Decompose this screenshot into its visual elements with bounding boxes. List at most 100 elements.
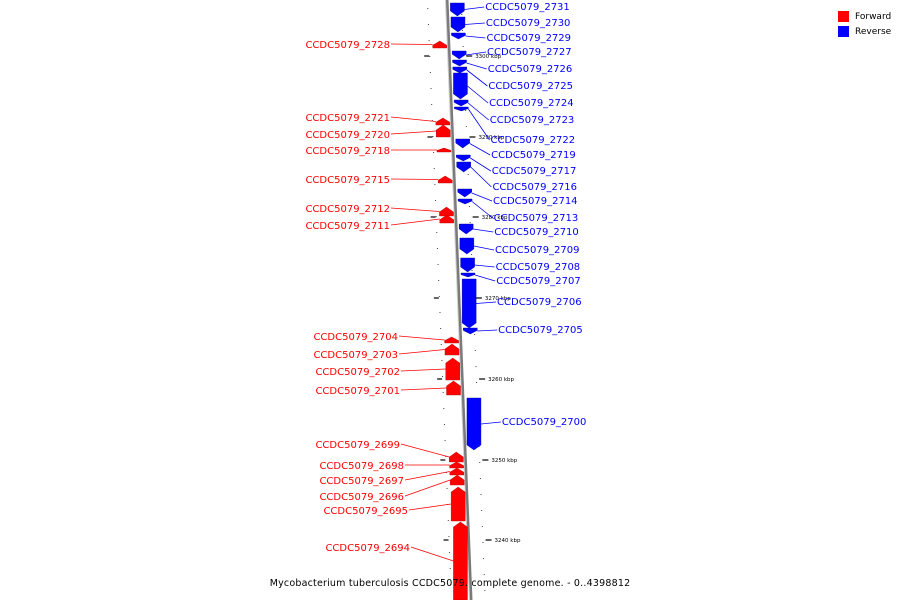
reverse-gene-mark[interactable] (463, 327, 478, 335)
minor-tick-right (465, 110, 467, 111)
forward-gene-mark[interactable] (439, 206, 454, 217)
legend: Forward Reverse (838, 9, 891, 39)
reverse-gene-mark[interactable] (452, 66, 467, 74)
reverse-gene-mark[interactable] (460, 272, 476, 278)
forward-gene-mark[interactable] (450, 474, 465, 486)
minor-tick-right (469, 206, 470, 207)
forward-gene-connector (404, 471, 450, 481)
reverse-gene-label: CCDC5079_2705 (498, 325, 583, 336)
minor-tick-left (429, 72, 431, 73)
forward-gene-mark[interactable] (444, 336, 459, 344)
forward-gene-label: CCDC5079_2728 (305, 40, 390, 51)
forward-gene-connector (398, 349, 446, 355)
forward-gene-mark[interactable] (436, 124, 451, 138)
forward-gene-connector (398, 335, 445, 341)
minor-tick-left (432, 136, 434, 137)
forward-gene-mark[interactable] (449, 461, 464, 469)
reverse-gene-label: CCDC5079_2716 (492, 182, 577, 193)
forward-gene-mark[interactable] (445, 357, 460, 381)
reverse-gene-label: CCDC5079_2719 (491, 150, 576, 161)
reverse-gene-mark[interactable] (457, 188, 472, 198)
forward-gene-label: CCDC5079_2704 (313, 332, 398, 343)
reverse-gene-mark[interactable] (456, 161, 471, 173)
minor-tick-left (449, 568, 451, 569)
reverse-gene-connector (473, 245, 495, 251)
minor-tick-left (450, 584, 452, 585)
reverse-gene-connector (480, 421, 501, 425)
reverse-gene-mark[interactable] (458, 223, 474, 235)
forward-gene-mark[interactable] (446, 380, 461, 396)
forward-gene-label: CCDC5079_2702 (315, 367, 400, 378)
forward-gene-connector (408, 503, 452, 511)
legend-label-forward: Forward (855, 11, 892, 22)
reverse-gene-mark[interactable] (452, 59, 467, 67)
reverse-gene-mark[interactable] (451, 32, 466, 40)
forward-gene-mark[interactable] (444, 343, 460, 356)
reverse-gene-mark[interactable] (450, 16, 466, 33)
minor-tick-right (481, 510, 483, 511)
forward-gene-mark[interactable] (436, 147, 452, 153)
minor-tick-right (482, 542, 484, 543)
forward-gene-label: CCDC5079_2695 (323, 506, 408, 517)
forward-gene-connector (390, 218, 440, 226)
reverse-gene-mark[interactable] (461, 278, 477, 329)
reverse-gene-mark[interactable] (452, 50, 467, 60)
reverse-gene-mark[interactable] (455, 138, 470, 149)
minor-tick-right (461, 30, 463, 31)
reverse-gene-label: CCDC5079_2722 (491, 135, 576, 146)
forward-gene-mark[interactable] (453, 521, 468, 600)
forward-gene-mark[interactable] (449, 467, 465, 476)
legend-item-forward: Forward (838, 9, 891, 24)
reverse-gene-mark[interactable] (454, 106, 469, 112)
axis-tick-label: 3290 kbp (478, 135, 504, 141)
reverse-gene-mark[interactable] (459, 237, 475, 255)
minor-tick-left (449, 552, 451, 553)
minor-tick-left (442, 392, 444, 393)
forward-gene-label: CCDC5079_2711 (305, 221, 390, 232)
minor-tick-left (445, 456, 447, 457)
forward-gene-label: CCDC5079_2720 (305, 130, 390, 141)
minor-tick-left (438, 280, 440, 281)
minor-tick-right (470, 254, 472, 255)
minor-tick-right (471, 270, 473, 271)
forward-gene-connector (404, 479, 451, 497)
forward-gene-mark[interactable] (439, 214, 454, 224)
reverse-gene-connector (467, 102, 490, 121)
forward-gene-label: CCDC5079_2694 (325, 543, 410, 554)
forward-gene-connector (390, 178, 439, 180)
reverse-gene-mark[interactable] (453, 99, 469, 107)
forward-gene-connector (390, 116, 436, 122)
reverse-gene-mark[interactable] (453, 72, 468, 100)
reverse-gene-mark[interactable] (450, 2, 465, 17)
reverse-gene-mark[interactable] (457, 198, 473, 205)
forward-gene-mark[interactable] (450, 486, 466, 522)
reverse-gene-label: CCDC5079_2726 (488, 64, 573, 75)
genome-caption: Mycobacterium tuberculosis CCDC5079. com… (269, 578, 631, 589)
forward-gene-mark[interactable] (449, 451, 464, 463)
reverse-gene-connector (471, 201, 493, 219)
legend-swatch-reverse (838, 26, 849, 37)
forward-gene-mark[interactable] (432, 40, 447, 49)
forward-gene-label: CCDC5079_2701 (315, 386, 400, 397)
reverse-gene-connector (477, 329, 498, 332)
reverse-gene-label: CCDC5079_2710 (494, 227, 579, 238)
minor-tick-right (479, 478, 481, 479)
minor-tick-right (484, 590, 486, 591)
reverse-gene-connector (470, 157, 492, 172)
minor-tick-left (430, 88, 432, 89)
minor-tick-left (427, 8, 429, 9)
reverse-gene-mark[interactable] (466, 397, 482, 451)
reverse-gene-mark[interactable] (460, 257, 475, 273)
forward-gene-mark[interactable] (435, 117, 451, 126)
forward-gene-connector (400, 443, 450, 458)
reverse-gene-label: CCDC5079_2730 (486, 18, 571, 29)
reverse-gene-connector (474, 264, 495, 268)
forward-gene-label: CCDC5079_2721 (305, 113, 390, 124)
reverse-gene-mark[interactable] (456, 154, 471, 162)
reverse-gene-connector (467, 85, 489, 104)
forward-gene-mark[interactable] (437, 175, 453, 184)
forward-gene-connector (410, 546, 454, 562)
reverse-gene-label: CCDC5079_2714 (493, 196, 578, 207)
minor-tick-left (427, 24, 429, 25)
